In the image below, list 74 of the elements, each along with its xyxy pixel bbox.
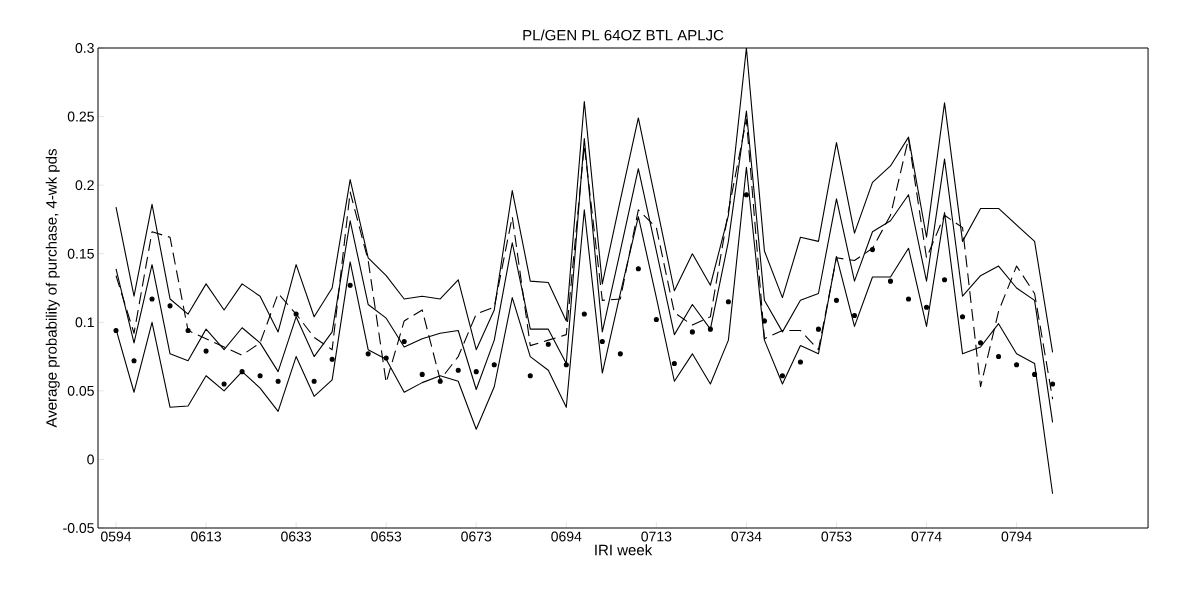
point	[419, 371, 425, 377]
point	[905, 296, 912, 302]
point	[131, 358, 137, 364]
point	[383, 355, 389, 361]
point	[437, 378, 443, 384]
x-tick-label: 0753	[821, 531, 852, 542]
point	[743, 192, 749, 198]
x-tick-label: 0633	[281, 531, 312, 542]
point	[149, 296, 155, 302]
point	[797, 359, 803, 365]
y-tick-label: 0.15	[67, 248, 94, 259]
x-tick-label: 0594	[100, 531, 132, 542]
point	[1032, 371, 1038, 377]
point	[581, 311, 587, 317]
x-axis-title: IRI week	[595, 544, 653, 556]
y-tick-label: 0.25	[67, 111, 94, 122]
point	[761, 318, 767, 324]
y-tick-label: 0.1	[75, 317, 94, 328]
point	[293, 311, 299, 317]
point	[617, 351, 623, 357]
point	[959, 314, 966, 320]
chart-title: PL/GEN PL 64OZ BTL APLJC	[523, 29, 724, 41]
x-tick-label: 0694	[551, 531, 582, 542]
point	[527, 373, 533, 379]
y-tick-label: 0	[87, 454, 94, 465]
point	[725, 299, 731, 305]
point	[869, 247, 876, 253]
y-tick-label: 0.2	[75, 180, 94, 191]
point	[815, 326, 821, 332]
y-tick-label: 0.05	[67, 385, 94, 396]
point	[887, 278, 894, 284]
point	[599, 338, 605, 345]
x-tick-label: 0653	[371, 531, 402, 542]
point	[347, 282, 353, 288]
point	[923, 304, 930, 310]
point	[779, 373, 785, 379]
point	[941, 277, 948, 283]
x-tick-label: 0774	[911, 531, 942, 542]
point	[113, 327, 119, 334]
point	[167, 303, 173, 309]
point	[365, 351, 371, 357]
point	[221, 381, 227, 387]
x-tick-label: 0713	[641, 531, 672, 542]
point	[996, 354, 1002, 360]
x-tick-label: 0734	[731, 531, 762, 542]
point	[203, 348, 209, 354]
point	[401, 338, 407, 345]
y-axis-title: Average probability of purchase, 4-wk pds	[45, 149, 60, 428]
point	[689, 329, 695, 335]
point	[653, 316, 659, 323]
point	[851, 312, 858, 318]
point	[635, 266, 641, 272]
point	[563, 362, 569, 368]
point	[707, 326, 713, 332]
point	[473, 369, 479, 375]
point	[311, 378, 317, 384]
point	[671, 360, 677, 366]
point	[455, 367, 461, 373]
point	[1050, 381, 1056, 387]
point	[1014, 362, 1020, 368]
point	[185, 327, 191, 334]
point	[545, 341, 551, 347]
x-tick-label: 0673	[461, 531, 492, 542]
point	[833, 297, 840, 303]
point	[491, 362, 497, 368]
y-tick-label: -0.05	[63, 523, 94, 533]
point	[275, 378, 281, 384]
point	[329, 356, 335, 362]
point	[239, 369, 245, 375]
x-tick-label: 0794	[1001, 531, 1032, 542]
y-tick-label: 0.3	[75, 43, 94, 53]
point	[257, 373, 263, 379]
point	[978, 340, 984, 346]
x-tick-label: 0613	[191, 531, 222, 542]
